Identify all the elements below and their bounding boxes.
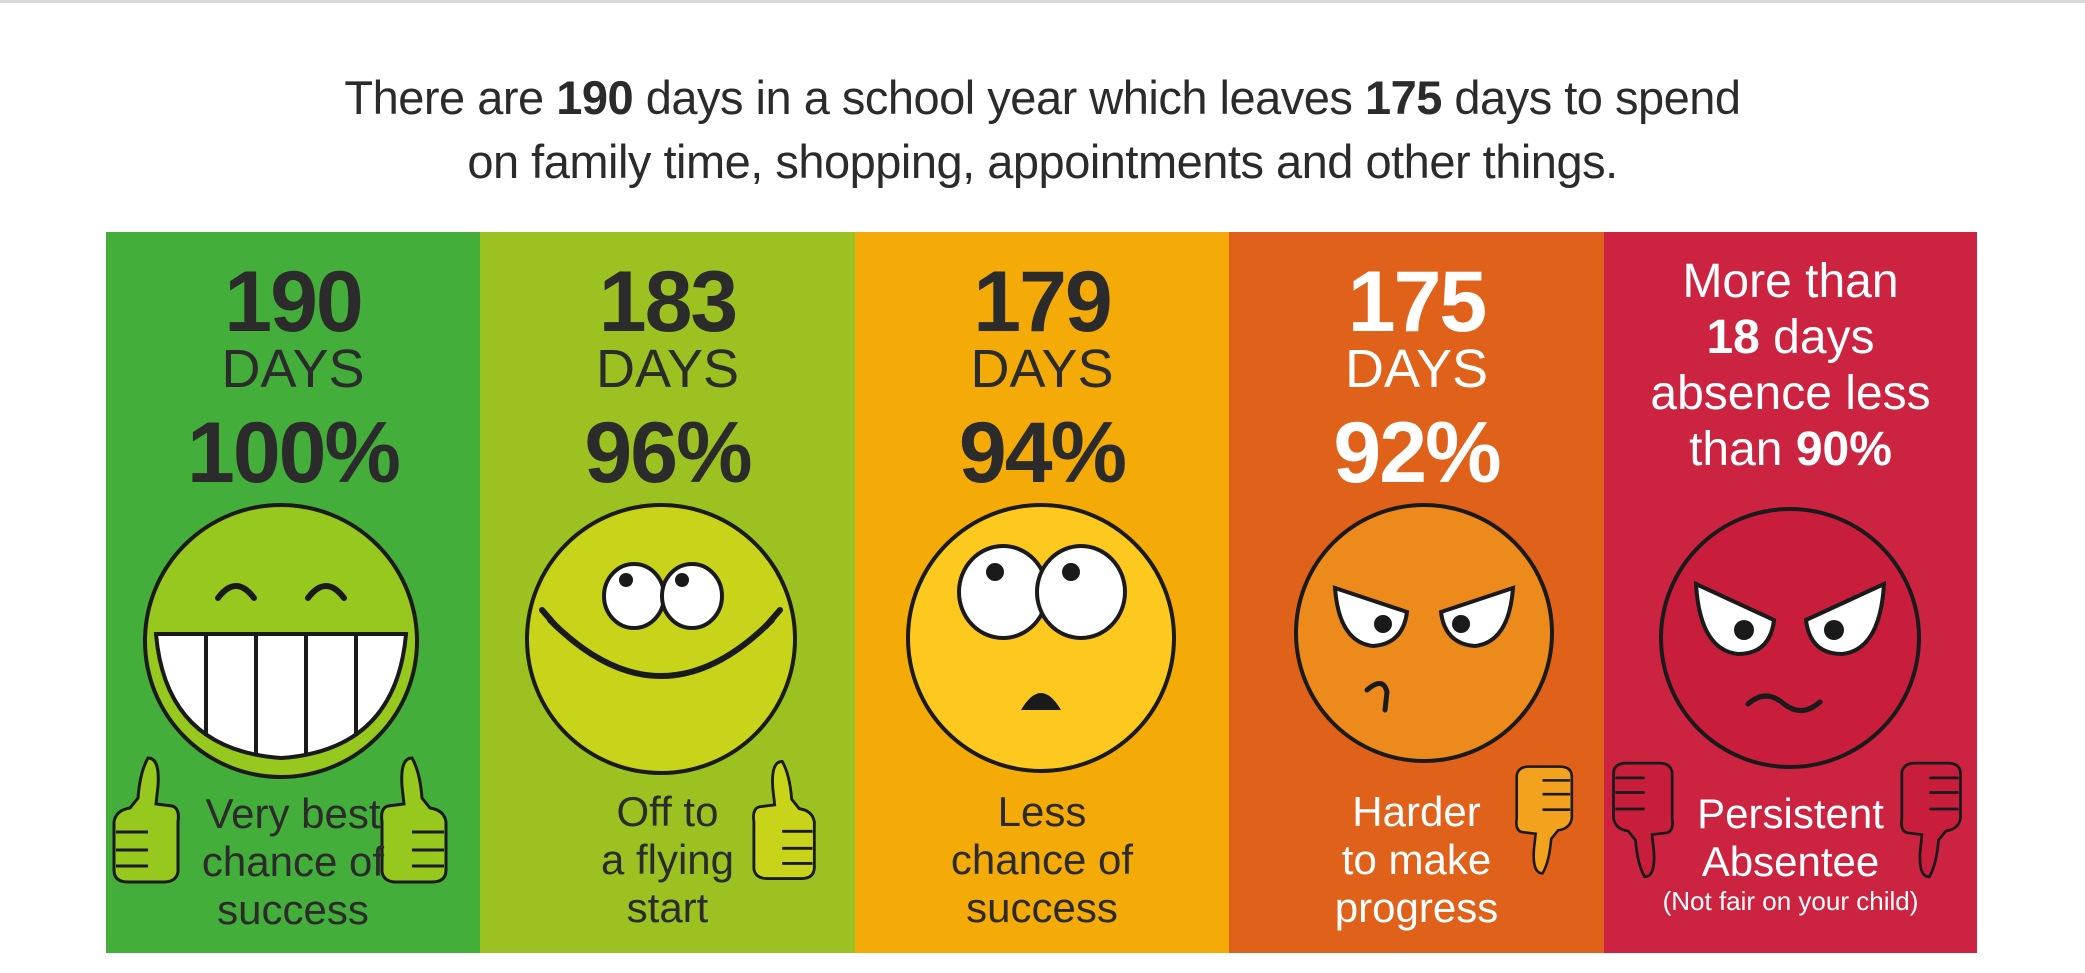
attendance-percent: 96% [584,405,752,501]
absence-statement: More than 18 days absence less than 90% [1604,254,1977,478]
caption-line: Absentee [1701,838,1880,885]
smiling-face-icon [525,503,797,775]
absence-line-3: absence less [1650,367,1931,420]
caption-line: progress [1334,884,1499,931]
attendance-panels: 190 DAYS 100% Very best chance of [106,232,1977,953]
thumbs-down-icon [1900,761,1962,879]
surprised-face-icon [906,503,1176,773]
caption-line: success [217,886,369,933]
days-label: DAYS [221,339,365,399]
caption-line: to make [1341,836,1492,883]
days-number: 183 [598,254,739,350]
days-label: DAYS [1344,339,1489,399]
attendance-percent: 92% [1333,405,1501,501]
absence-line-2: 18 days [1706,311,1875,364]
top-divider [0,0,2085,3]
days-number: 179 [973,254,1113,350]
days-label: DAYS [970,339,1114,399]
days-number: 190 [224,254,364,350]
panel-caption: Off to a flying start [480,788,855,932]
caption-line: Less [997,788,1087,835]
thumbs-down-icon [1612,761,1674,879]
attendance-percent: 94% [958,405,1127,501]
panel-persistent-absentee: More than 18 days absence less than 90% [1604,232,1977,953]
panel-179-days: 179 DAYS 94% Less chance of success [855,232,1229,953]
caption-line: a flying [600,836,735,883]
attendance-percent: 100% [187,405,401,501]
angry-face-icon [1659,507,1921,769]
panel-caption: Harder to make progress [1229,788,1604,932]
caption-line: Harder [1352,788,1481,835]
panel-caption: Very best chance of success [106,790,480,934]
panel-note: (Not fair on your child) [1662,886,1919,916]
headline: There are 190 days in a school year whic… [0,66,2085,194]
caption-line: success [966,884,1118,931]
panel-caption: Persistent Absentee [1604,790,1977,886]
days-number: 175 [1347,254,1488,350]
thumbs-up-icon [380,756,448,884]
caption-line: chance of [950,836,1134,883]
thumbs-up-icon [752,760,816,880]
thumbs-up-icon [112,756,180,884]
thumbs-down-icon [1515,765,1574,875]
days-label: DAYS [595,339,740,399]
caption-line: Very best [205,790,381,837]
headline-line-1: There are 190 days in a school year whic… [344,71,1741,124]
absence-line-1: More than [1682,255,1899,308]
absence-line-4: than 90% [1689,423,1892,476]
caption-line: Off to [616,788,719,835]
caption-line: start [626,884,709,931]
grinning-face-icon [143,503,419,779]
panel-caption: Less chance of success [855,788,1229,932]
panel-190-days: 190 DAYS 100% Very best chance of [106,232,480,953]
panel-183-days: 183 DAYS 96% Off to a flying start [480,232,855,953]
headline-line-2: on family time, shopping, appointments a… [467,135,1618,188]
annoyed-face-icon [1294,503,1554,763]
panel-175-days: 175 DAYS 92% Harder to make progress [1229,232,1604,953]
caption-line: chance of [201,838,385,885]
caption-line: Persistent [1697,790,1884,837]
